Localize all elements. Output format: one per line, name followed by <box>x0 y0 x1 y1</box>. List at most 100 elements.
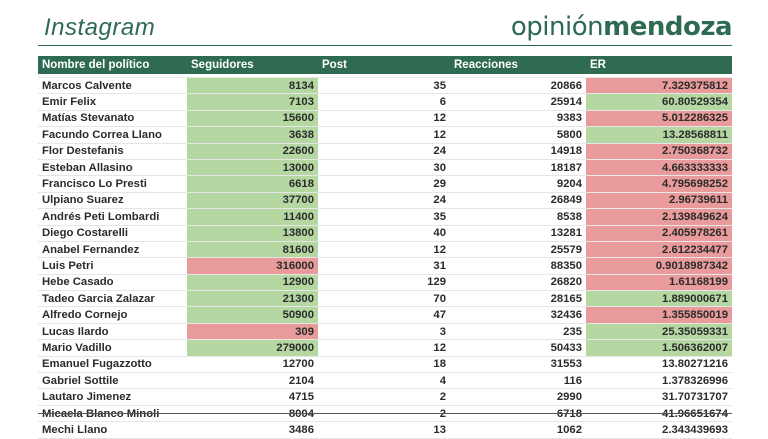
cell-seguidores: 2104 <box>288 374 314 387</box>
cell-post: 12 <box>433 341 446 354</box>
cell-seguidores: 13800 <box>187 225 318 242</box>
table-row: Flor Destefanis 22600 24 14918 2.750368732 <box>38 143 732 160</box>
cell-seguidores: 6618 <box>187 175 318 193</box>
table-row: Matías Stevanato 15600 12 9383 5.012286325 <box>38 110 732 127</box>
cell-reacciones: 28165 <box>550 292 582 305</box>
cell-reacciones: 88350 <box>550 259 582 272</box>
cell-reacciones: 25579 <box>550 243 582 256</box>
brand-logo-light: opinión <box>510 12 604 42</box>
col-header-reacciones: Reacciones <box>450 56 586 74</box>
col-header-nombre: Nombre del político <box>38 56 187 74</box>
cell-post: 13 <box>433 423 446 436</box>
table-row: Hebe Casado 12900 129 26820 1.61168199 <box>38 274 732 291</box>
table-spacer <box>38 74 732 78</box>
table-row: Marcos Calvente 8134 35 20866 7.329375812 <box>38 77 732 94</box>
cell-post: 24 <box>433 194 446 207</box>
cell-nombre: Lucas Ilardo <box>42 325 109 338</box>
col-header-seguidores: Seguidores <box>187 56 318 74</box>
cell-post: 47 <box>433 309 446 322</box>
cell-er: 2.612234477 <box>586 241 732 258</box>
table-row: Andrés Peti Lombardi 11400 35 8538 2.1398496… <box>38 208 732 226</box>
table-row: Mario Vadillo 279000 12 50433 1.506362007 <box>38 339 732 357</box>
cell-er: 13.28568811 <box>586 126 732 144</box>
brand-logo-bold: mendoza <box>603 12 732 42</box>
cell-er: 1.889000671 <box>586 290 732 307</box>
table-header-row: Nombre del político Seguidores Post Reac… <box>38 56 732 74</box>
cell-er: 60.80529354 <box>586 93 732 111</box>
cell-reacciones: 50433 <box>550 341 582 354</box>
table-row: Emanuel Fugazzotto 12700 18 31553 13.8027121… <box>38 356 732 373</box>
table-row: Tadeo Garcia Zalazar 21300 70 28165 1.889000… <box>38 290 732 307</box>
cell-nombre: Marcos Calvente <box>42 79 132 92</box>
cell-nombre: Facundo Correa Llano <box>42 128 162 141</box>
cell-post: 129 <box>427 276 446 289</box>
cell-post: 31 <box>433 259 446 272</box>
cell-seguidores: 7103 <box>187 93 318 111</box>
cell-er: 2.343439693 <box>662 423 728 436</box>
page-title: Instagram <box>44 14 156 41</box>
cell-er: 1.378326996 <box>662 374 728 387</box>
cell-er: 2.139849624 <box>586 208 732 226</box>
cell-nombre: Emanuel Fugazzotto <box>42 358 152 371</box>
cell-reacciones: 20866 <box>550 79 582 92</box>
cell-reacciones: 116 <box>563 374 582 387</box>
cell-seguidores: 3486 <box>288 423 314 436</box>
cell-nombre: Mechi Llano <box>42 423 108 436</box>
cell-nombre: Andrés Peti Lombardi <box>42 210 160 223</box>
cell-reacciones: 26820 <box>550 276 582 289</box>
cell-er: 4.795698252 <box>586 175 732 193</box>
table-row: Luis Petri 316000 31 88350 0.9018987342 <box>38 257 732 275</box>
cell-post: 3 <box>439 325 446 338</box>
cell-seguidores: 8134 <box>187 77 318 94</box>
cell-nombre: Diego Costarelli <box>42 227 129 240</box>
cell-nombre: Matías Stevanato <box>42 112 135 125</box>
cell-er: 25.35059331 <box>586 323 732 340</box>
cell-seguidores: 279000 <box>187 339 318 357</box>
cell-reacciones: 2990 <box>556 391 582 404</box>
cell-er: 5.012286325 <box>586 110 732 127</box>
table-row: Anabel Fernandez 81600 12 25579 2.612234477 <box>38 241 732 258</box>
cell-post: 30 <box>433 161 446 174</box>
cell-nombre: Ulpiano Suarez <box>42 194 124 207</box>
cell-er: 1.355850019 <box>586 306 732 324</box>
cell-seguidores: 4715 <box>288 391 314 404</box>
table-row: Emir Felix 7103 6 25914 60.80529354 <box>38 93 732 111</box>
table-row: Lucas Ilardo 309 3 235 25.35059331 <box>38 323 732 340</box>
cell-post: 70 <box>433 292 446 305</box>
cell-post: 4 <box>439 374 446 387</box>
cell-reacciones: 13281 <box>550 227 582 240</box>
cell-reacciones: 5800 <box>556 128 582 141</box>
cell-post: 18 <box>433 358 446 371</box>
table-row: Diego Costarelli 13800 40 13281 2.405978261 <box>38 225 732 242</box>
cell-nombre: Francisco Lo Presti <box>42 178 147 191</box>
cell-seguidores: 3638 <box>187 126 318 144</box>
cell-reacciones: 31553 <box>550 358 582 371</box>
cell-er: 2.750368732 <box>586 143 732 160</box>
cell-seguidores: 50900 <box>187 306 318 324</box>
brand-logo: opiniónmendoza <box>510 12 733 42</box>
cell-nombre: Mario Vadillo <box>42 341 112 354</box>
cell-seguidores: 11400 <box>187 208 318 226</box>
cell-reacciones: 18187 <box>550 161 582 174</box>
cell-er: 13.80271216 <box>662 358 728 371</box>
cell-post: 12 <box>433 128 446 141</box>
table-row: Ulpiano Suarez 37700 24 26849 2.96739611 <box>38 192 732 209</box>
cell-reacciones: 25914 <box>550 96 582 109</box>
col-header-post: Post <box>318 56 450 74</box>
cell-nombre: Luis Petri <box>42 259 94 272</box>
cell-nombre: Hebe Casado <box>42 276 114 289</box>
cell-seguidores: 316000 <box>187 257 318 275</box>
cell-nombre: Esteban Allasino <box>42 161 133 174</box>
cell-seguidores: 22600 <box>187 143 318 160</box>
cell-nombre: Anabel Fernandez <box>42 243 140 256</box>
table-row: Alfredo Cornejo 50900 47 32436 1.355850019 <box>38 306 732 324</box>
cell-nombre: Tadeo Garcia Zalazar <box>42 292 155 305</box>
cell-seguidores: 309 <box>187 323 318 340</box>
cell-post: 2 <box>439 391 446 404</box>
cell-reacciones: 26849 <box>550 194 582 207</box>
cell-nombre: Lautaro Jimenez <box>42 391 132 404</box>
header-divider <box>38 45 732 46</box>
table-row: Lautaro Jimenez 4715 2 2990 31.70731707 <box>38 389 732 406</box>
cell-er: 2.405978261 <box>586 225 732 242</box>
cell-seguidores: 81600 <box>187 241 318 258</box>
